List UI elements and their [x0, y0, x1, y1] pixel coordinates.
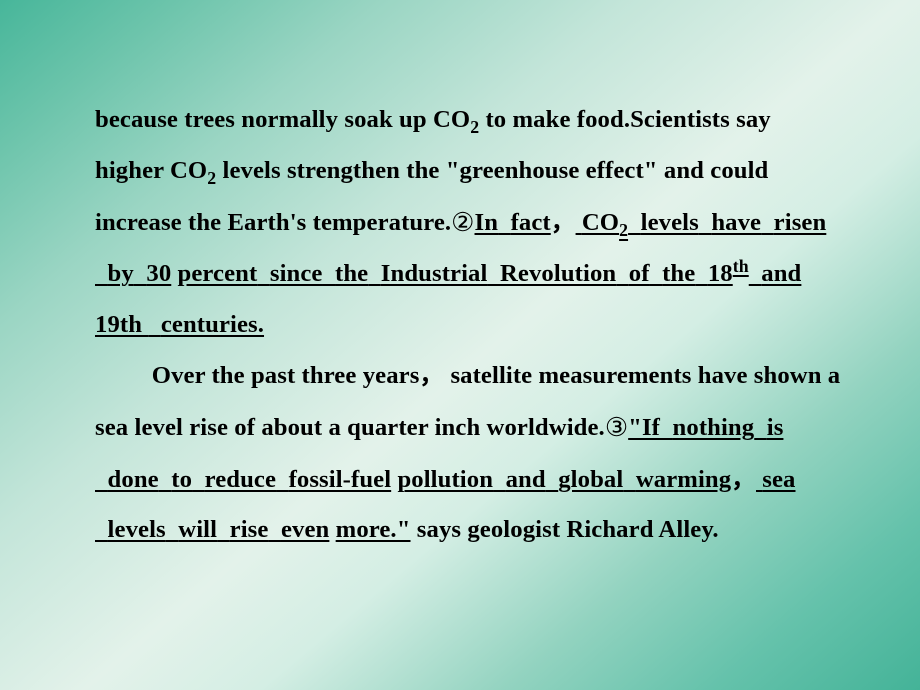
text: says geologist Richard Alley.: [411, 516, 719, 543]
underline-text: 30: [146, 260, 171, 287]
underline-space: [159, 466, 172, 493]
underline-text: global: [558, 466, 623, 493]
underline-text: centuries.: [161, 311, 264, 338]
subscript-2: 2: [619, 220, 628, 240]
underline-text: 18: [708, 260, 733, 287]
underline-space: [276, 466, 289, 493]
underline-space: [498, 209, 511, 236]
underline-space: [257, 260, 270, 287]
underline-text: by: [108, 260, 134, 287]
underline-text: percent: [178, 260, 258, 287]
text: because trees normally soak up CO: [95, 106, 470, 133]
slide: because trees normally soak up CO2 to ma…: [0, 0, 920, 690]
underline-text: fossil-fuel: [289, 466, 392, 493]
underline-space: [623, 466, 636, 493]
underline-text: Industrial: [381, 260, 488, 287]
underline-text: nothing: [673, 414, 755, 441]
underline-text: "If: [628, 414, 660, 441]
underline-text: ，: [731, 466, 756, 493]
underline-text: ，: [551, 209, 576, 236]
underline-space: [134, 260, 147, 287]
underline-text: the: [662, 260, 695, 287]
underline-space: [749, 260, 762, 287]
paragraph-2: Over the past three years， satellite mea…: [95, 351, 845, 556]
underline-text: In: [475, 209, 499, 236]
underline-text: is: [767, 414, 784, 441]
superscript-th: th: [733, 256, 749, 276]
underline-space: [754, 414, 767, 441]
underline-space: [268, 516, 281, 543]
underline-space: [493, 466, 506, 493]
underline-space: [761, 209, 774, 236]
underline-space: [95, 516, 108, 543]
underline-text: risen: [774, 209, 827, 236]
underline-text: levels: [641, 209, 699, 236]
underline-text: sea: [762, 466, 795, 493]
underline-space: [695, 260, 708, 287]
underline-text: fact: [511, 209, 551, 236]
underline-text: and: [761, 260, 801, 287]
underline-space: [322, 260, 335, 287]
underline-text: to: [171, 466, 192, 493]
underline-space: [217, 516, 230, 543]
underline-space: [192, 466, 205, 493]
underline-space: [95, 260, 108, 287]
underline-text: even: [281, 516, 329, 543]
underline-space: [166, 516, 179, 543]
underline-space: [368, 260, 381, 287]
underline-space: [650, 260, 663, 287]
underline-text: since: [270, 260, 323, 287]
underline-space: [546, 466, 559, 493]
underline-text: done: [108, 466, 159, 493]
subscript-2: 2: [470, 117, 479, 137]
circled-number-2: ②: [451, 196, 474, 249]
circled-number-3: ③: [605, 401, 628, 454]
underline-space: [699, 209, 712, 236]
underline-space: [628, 209, 641, 236]
underline-space: [148, 311, 161, 338]
subscript-2: 2: [207, 168, 216, 188]
underline-text: will: [178, 516, 217, 543]
underline-text: CO: [582, 209, 619, 236]
underline-space: [616, 260, 629, 287]
underline-text: the: [335, 260, 368, 287]
underline-space: [660, 414, 673, 441]
underline-text: 19th: [95, 311, 148, 338]
underline-text: levels: [108, 516, 166, 543]
paragraph-1: because trees normally soak up CO2 to ma…: [95, 95, 845, 351]
underline-text: and: [506, 466, 546, 493]
underline-text: Revolution: [500, 260, 616, 287]
underline-space: [95, 466, 108, 493]
underline-text: reduce: [205, 466, 276, 493]
underline-text: warming: [636, 466, 731, 493]
underline-text: rise: [230, 516, 269, 543]
underline-text: have: [711, 209, 761, 236]
underline-text: of: [629, 260, 650, 287]
underline-text: more.": [336, 516, 411, 543]
underline-space: [487, 260, 500, 287]
underline-text: pollution: [397, 466, 493, 493]
